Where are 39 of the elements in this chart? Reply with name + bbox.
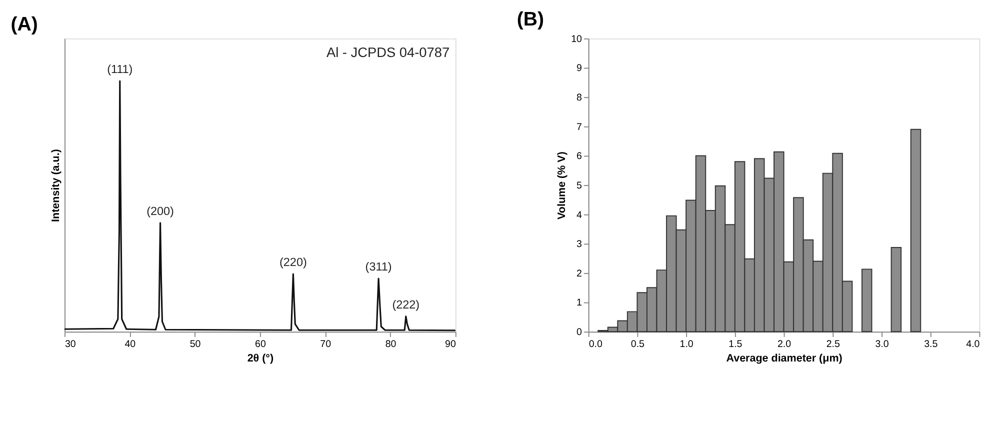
annotation: (220) xyxy=(280,256,307,270)
x-tick-label: 3.5 xyxy=(924,338,938,350)
y-tick-label: 8 xyxy=(576,92,582,104)
y-axis-title: Volume (% V) xyxy=(556,151,568,220)
x-tick-label: 1.5 xyxy=(728,338,743,350)
x-tick-label: 0.5 xyxy=(630,338,646,350)
x-tick-label: 80 xyxy=(385,338,397,350)
x-tick-label: 40 xyxy=(124,338,136,350)
x-tick-label: 2.0 xyxy=(777,338,792,350)
x-axis-title: Average diameter (μm) xyxy=(726,352,843,364)
annotation: (222) xyxy=(392,298,420,312)
x-tick-label: 3.0 xyxy=(875,338,890,350)
annotation: (311) xyxy=(365,260,392,274)
x-tick-label: 90 xyxy=(445,338,456,350)
annotation: (200) xyxy=(146,205,174,218)
y-tick-label: 0 xyxy=(576,327,583,338)
annotation: (111) xyxy=(107,63,133,76)
chart-title: (A) xyxy=(10,14,38,36)
y-tick-label: 4 xyxy=(576,210,583,221)
x-tick-label: 50 xyxy=(190,338,202,350)
x-tick-label: 0.0 xyxy=(588,338,603,350)
x-tick-label: 4.0 xyxy=(966,338,980,350)
y-tick-label: 5 xyxy=(576,180,583,192)
x-tick-label: 1.0 xyxy=(680,338,694,350)
y-axis-title: Intensity (a.u.) xyxy=(50,148,62,222)
x-tick-label: 30 xyxy=(64,338,76,350)
x-tick-label: 70 xyxy=(320,338,332,350)
y-tick-label: 2 xyxy=(576,268,582,280)
y-tick-label: 6 xyxy=(576,151,582,162)
y-tick-label: 9 xyxy=(576,63,582,74)
text: Al - JCPDS 04-0787 xyxy=(326,45,450,60)
x-tick-label: 2.5 xyxy=(826,338,840,350)
chart-title: (B) xyxy=(516,8,544,31)
y-tick-label: 3 xyxy=(576,239,582,250)
x-tick-label: 60 xyxy=(255,338,266,350)
x-axis-title: 2θ (°) xyxy=(247,352,274,364)
y-tick-label: 1 xyxy=(576,298,582,309)
y-tick-label: 7 xyxy=(576,122,582,133)
y-tick-label: 10 xyxy=(571,34,583,45)
